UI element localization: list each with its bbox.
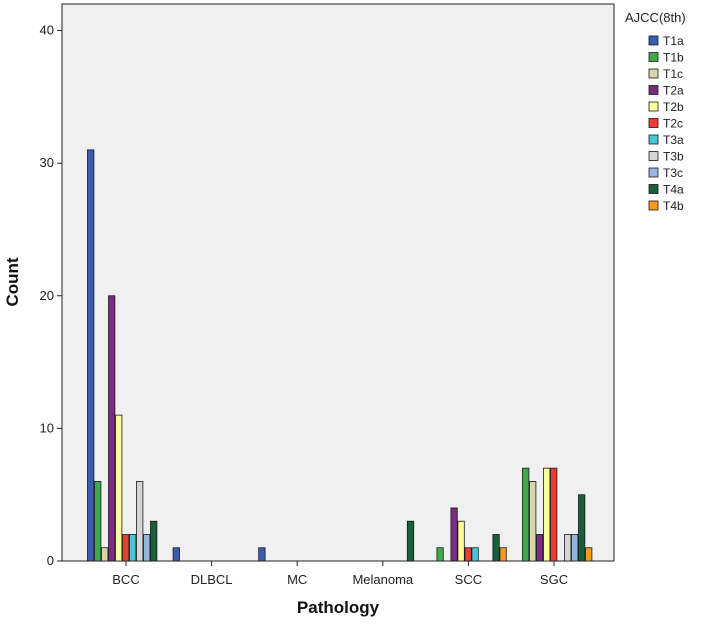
bar-sgc-t2a bbox=[536, 534, 544, 562]
bar-bcc-t3a bbox=[129, 534, 137, 562]
axes: 0 10 20 30 40 BCC DLBCL MC Melanoma SCC SGC bbox=[40, 23, 569, 587]
legend-swatch-t3a bbox=[648, 134, 659, 145]
x-tick-label: DLBCL bbox=[191, 572, 233, 587]
x-axis-title: Pathology bbox=[297, 598, 380, 617]
bar-bcc-t1b bbox=[94, 481, 102, 562]
y-tick-label: 30 bbox=[40, 155, 54, 170]
bar-sgc-t4b bbox=[585, 547, 593, 562]
legend-swatch-t4a bbox=[648, 184, 659, 194]
bar-scc-t4b bbox=[499, 547, 507, 562]
bar-bcc-t3b bbox=[136, 481, 144, 562]
legend-label-t2c: T2c bbox=[663, 117, 683, 131]
legend-swatch-t3b bbox=[648, 151, 659, 161]
legend-swatch-t2b bbox=[648, 101, 659, 112]
bar-sgc-t2b bbox=[543, 467, 551, 562]
legend-swatch-t1b bbox=[648, 52, 659, 62]
bar-bcc-t1c bbox=[101, 547, 109, 562]
legend-swatch-t4b bbox=[648, 200, 659, 211]
legend-swatch-t1c bbox=[648, 68, 659, 79]
legend-swatch-t2a bbox=[648, 85, 659, 95]
bar-bcc-t4a bbox=[150, 520, 158, 562]
bar-sgc-t1c bbox=[529, 481, 537, 562]
y-tick-label: 0 bbox=[47, 553, 54, 568]
bar-scc-t4a bbox=[492, 534, 500, 562]
bar-dlbcl-t1a bbox=[172, 547, 180, 562]
bars bbox=[87, 149, 593, 562]
y-tick-label: 20 bbox=[40, 288, 54, 303]
legend-swatch-t2c bbox=[648, 118, 659, 128]
bar-mc-t1a bbox=[258, 547, 266, 562]
legend-swatch-t1a bbox=[648, 35, 659, 46]
bar-scc-t2b bbox=[457, 520, 465, 562]
legend-label-t4a: T4a bbox=[663, 183, 684, 197]
bar-bcc-t2b bbox=[115, 414, 123, 562]
legend-label-t1c: T1c bbox=[663, 67, 683, 81]
bar-sgc-t1b bbox=[522, 467, 530, 562]
legend-swatch-t3c bbox=[648, 167, 659, 178]
plot-area bbox=[61, 3, 615, 562]
legend-label-t3a: T3a bbox=[663, 133, 684, 147]
legend-label-t2a: T2a bbox=[663, 84, 684, 98]
bar-bcc-t2c bbox=[122, 534, 130, 562]
bar-bcc-t3c bbox=[143, 534, 151, 562]
x-tick-label: Melanoma bbox=[352, 572, 413, 587]
legend-title: AJCC(8th) bbox=[625, 10, 686, 25]
bar-scc-t1b bbox=[436, 547, 444, 562]
x-tick-label: SGC bbox=[540, 572, 568, 587]
legend-label-t3b: T3b bbox=[663, 150, 684, 164]
x-tick-label: SCC bbox=[455, 572, 482, 587]
bar-scc-t2c bbox=[464, 547, 472, 562]
y-tick-label: 40 bbox=[40, 23, 54, 38]
bar-sgc-t3c bbox=[571, 534, 579, 562]
bar-melanoma-t4a bbox=[406, 520, 415, 562]
legend-label-t4b: T4b bbox=[663, 199, 684, 213]
legend-label-t2b: T2b bbox=[663, 100, 684, 114]
bar-bcc-t1a bbox=[87, 149, 95, 562]
bar-sgc-t4a bbox=[578, 494, 586, 562]
legend-label-t1a: T1a bbox=[663, 34, 684, 48]
bar-bcc-t2a bbox=[108, 295, 116, 562]
y-tick-label: 10 bbox=[40, 420, 54, 435]
y-axis-title: Count bbox=[3, 257, 22, 306]
x-tick-label: MC bbox=[287, 572, 307, 587]
legend: AJCC(8th) T1a T1b T1c T2a T2b T2c T3a T3b T3c T4a… bbox=[625, 10, 686, 213]
bar-sgc-t2c bbox=[550, 467, 558, 562]
bar-scc-t2a bbox=[450, 507, 458, 562]
x-tick-label: BCC bbox=[112, 572, 139, 587]
bar-sgc-t3b bbox=[564, 534, 572, 562]
bar-scc-t3a bbox=[471, 547, 479, 562]
legend-label-t3c: T3c bbox=[663, 166, 683, 180]
legend-label-t1b: T1b bbox=[663, 51, 684, 65]
